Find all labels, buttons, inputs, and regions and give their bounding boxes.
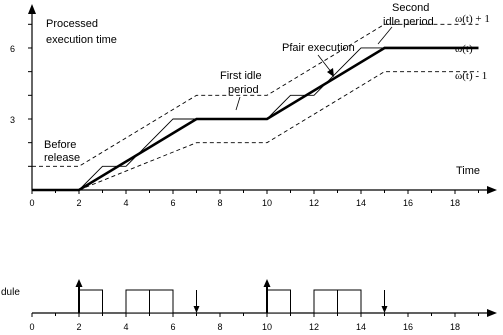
x-tick-label-14: 14 <box>356 198 366 208</box>
pfair-pointer-arrowhead <box>327 68 334 77</box>
pfair-pointer <box>317 54 333 74</box>
before-release-line1: Before <box>44 139 76 151</box>
deadline-arrowhead <box>193 306 200 313</box>
legend-omega: ω(t) <box>455 43 473 55</box>
x-tick-label-12: 12 <box>309 198 319 208</box>
second-idle-line2: idle period <box>383 16 434 28</box>
schedule-quantum <box>78 289 103 314</box>
legend-upper-bound: ω(t) + 1 <box>455 13 490 25</box>
series-pfair-execution <box>32 47 479 191</box>
schedule-tick-label-18: 18 <box>450 322 460 332</box>
series-upper-bound <box>32 23 479 167</box>
schedule-layer <box>75 279 388 314</box>
x-tick-label-10: 10 <box>262 198 272 208</box>
schedule-quantum <box>266 289 291 314</box>
series-layer <box>32 23 479 192</box>
x-tick-label-18: 18 <box>450 198 460 208</box>
deadline-arrowhead <box>381 306 388 313</box>
schedule-axis-arrowhead <box>487 309 497 317</box>
second-idle-line1: Second <box>392 2 429 14</box>
x-tick-label-4: 4 <box>123 198 128 208</box>
schedule-tick-label-16: 16 <box>403 322 413 332</box>
schedule-tick-label-14: 14 <box>356 322 366 332</box>
schedule-tick-label-10: 10 <box>262 322 272 332</box>
x-tick-label-16: 16 <box>403 198 413 208</box>
y-axis-title-line2: execution time <box>46 34 117 46</box>
schedule-tick-label-12: 12 <box>309 322 319 332</box>
release-arrowhead <box>263 279 271 287</box>
schedule-label: dule <box>1 287 20 298</box>
first-idle-pointer <box>235 96 241 111</box>
y-tick-label-3: 3 <box>10 115 15 125</box>
time-label: Time <box>456 165 480 177</box>
schedule-tick-label-2: 2 <box>76 322 81 332</box>
legend-lower-bound: ω(t) - 1 <box>455 70 487 82</box>
x-tick-label-2: 2 <box>76 198 81 208</box>
schedule-tick-label-8: 8 <box>217 322 222 332</box>
schedule-quantum <box>337 289 362 314</box>
schedule-quantum <box>313 289 338 314</box>
series-lower-bound <box>78 71 479 191</box>
x-axis-arrowhead <box>487 186 497 194</box>
x-tick-label-6: 6 <box>170 198 175 208</box>
schedule-tick-label-4: 4 <box>123 322 128 332</box>
release-arrowhead <box>75 279 83 287</box>
y-axis-arrowhead <box>28 4 36 14</box>
x-tick-label-0: 0 <box>29 198 34 208</box>
schedule-quantum <box>125 289 150 314</box>
x-tick-label-8: 8 <box>217 198 222 208</box>
y-tick-label-6: 6 <box>10 44 15 54</box>
schedule-quantum <box>149 289 174 314</box>
first-idle-line2: period <box>228 84 259 96</box>
schedule-tick-label-0: 0 <box>29 322 34 332</box>
schedule-tick-label-6: 6 <box>170 322 175 332</box>
y-axis-title-line1: Processed <box>46 18 98 30</box>
first-idle-line1: First idle <box>220 70 262 82</box>
second-idle-pointer <box>377 26 393 45</box>
y-axis-minor-ticks <box>28 23 32 167</box>
before-release-line2: release <box>44 152 80 164</box>
pfair-execution-label: Pfair execution <box>282 42 355 54</box>
